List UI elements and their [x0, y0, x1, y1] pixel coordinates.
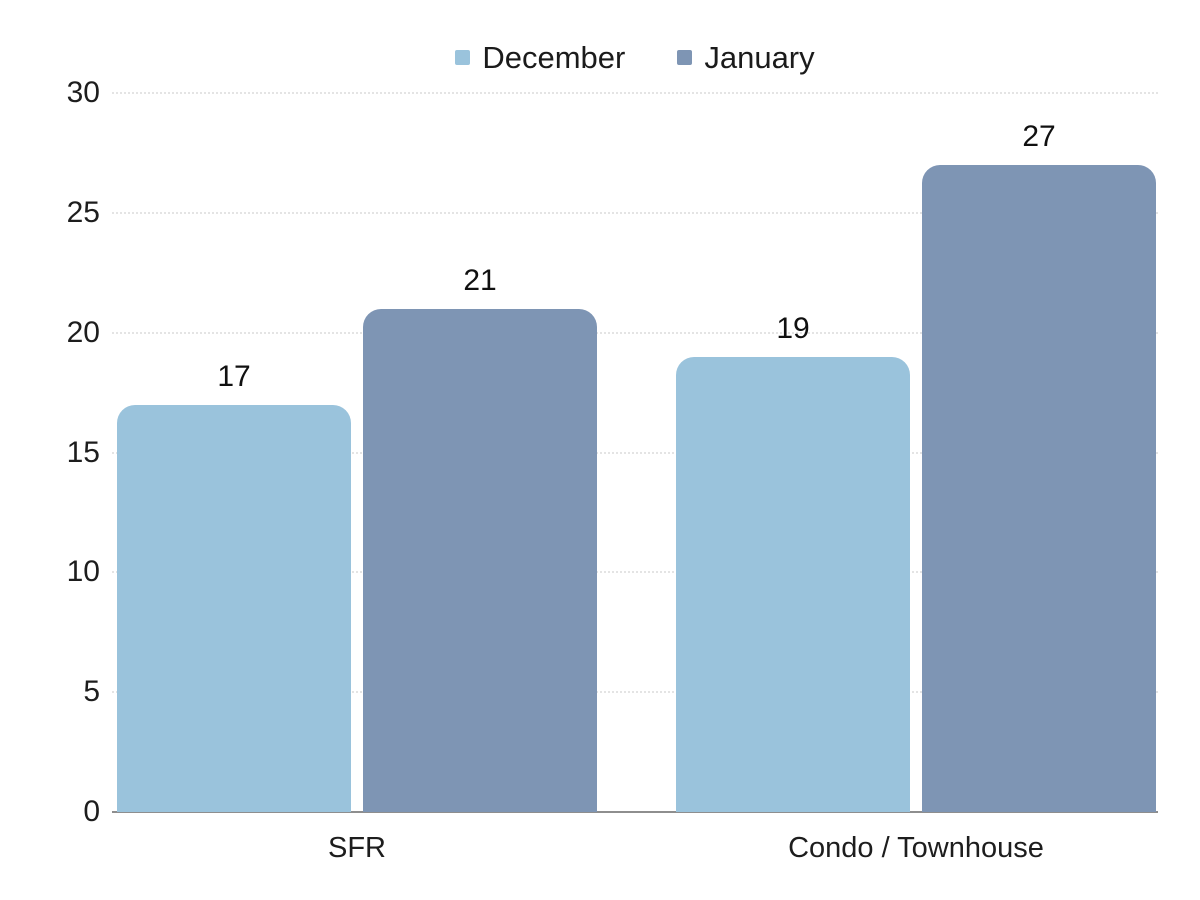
- x-axis-category-label: SFR: [328, 832, 386, 864]
- bar-value-label: 27: [1022, 119, 1056, 153]
- y-axis-tick-label: 5: [83, 675, 100, 709]
- legend-label: December: [482, 39, 626, 75]
- bar-value-label: 21: [463, 263, 497, 297]
- y-axis-tick-label: 25: [66, 195, 100, 229]
- y-axis-tick-label: 10: [66, 555, 100, 589]
- gridline: [112, 571, 1158, 574]
- bar-december-sfr: [117, 404, 351, 812]
- x-axis-line: [112, 811, 1158, 813]
- gridline: [112, 451, 1158, 454]
- gridline: [112, 691, 1158, 694]
- chart-legend: December January: [112, 36, 1158, 78]
- y-axis-tick-label: 15: [66, 435, 100, 469]
- bar-value-label: 17: [217, 359, 251, 393]
- legend-marker-icon: [677, 49, 693, 65]
- legend-item-december: December: [455, 42, 625, 73]
- bar-january-sfr: [363, 308, 597, 812]
- y-axis-tick-label: 30: [66, 76, 100, 109]
- legend-item-january: January: [677, 39, 815, 75]
- x-axis-category-label: Condo / Townhouse: [788, 832, 1044, 864]
- legend-marker-icon: [455, 49, 471, 65]
- bar-december-condo-townhouse: [676, 356, 910, 812]
- gridline: [112, 211, 1158, 214]
- y-axis-tick-label: 20: [66, 315, 100, 349]
- gridline: [112, 92, 1158, 94]
- bar-value-label: 19: [776, 311, 810, 345]
- y-axis-tick-label: 0: [83, 795, 100, 828]
- bar-january-condo-townhouse: [922, 164, 1156, 812]
- gridline: [112, 331, 1158, 334]
- legend-label: January: [704, 39, 815, 75]
